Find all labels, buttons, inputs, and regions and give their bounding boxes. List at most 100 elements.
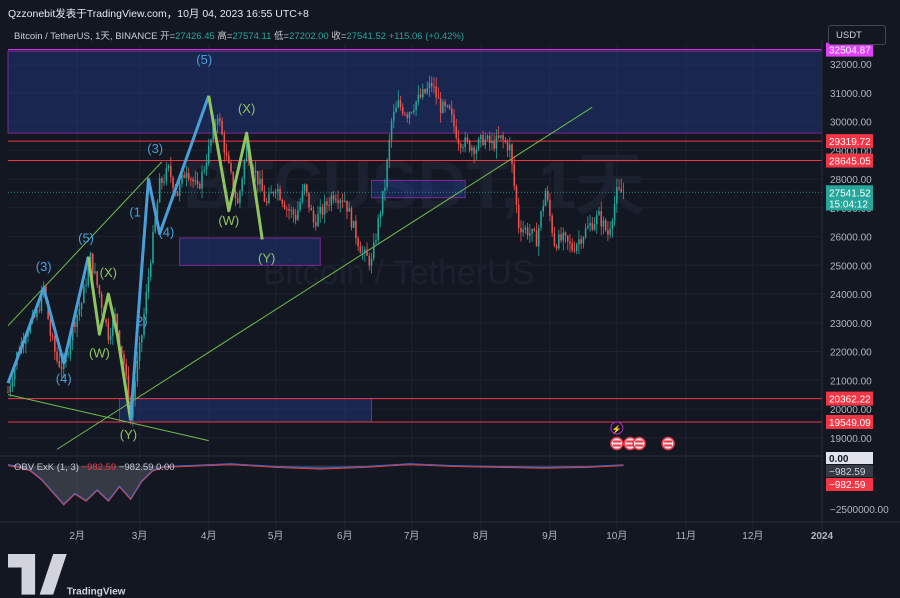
trendline	[7, 161, 163, 327]
candle-body	[40, 290, 43, 312]
candle-body	[602, 220, 605, 227]
candle-body	[384, 187, 386, 191]
candle-body	[457, 138, 460, 145]
candle-body	[241, 178, 243, 192]
price-label-bg	[826, 153, 873, 168]
candle-body	[303, 184, 306, 191]
candle-body	[506, 142, 509, 151]
candle-body	[256, 170, 259, 185]
candle-body	[170, 165, 172, 178]
candle-body	[201, 171, 203, 189]
price-axis-tick: 24000.00	[830, 290, 872, 301]
wave-blue-1	[6, 256, 90, 384]
candle-body	[51, 335, 54, 337]
candle-body	[620, 188, 623, 193]
candle-body	[321, 206, 324, 215]
candle-body	[328, 205, 330, 207]
candle-body	[236, 197, 239, 204]
time-axis-tick: 12月	[742, 530, 763, 542]
candle-body	[455, 126, 458, 139]
candle-body	[292, 209, 295, 215]
candle-body	[375, 240, 377, 243]
candle-body	[580, 239, 582, 244]
candle-body	[357, 238, 359, 247]
time-axis-tick: 11月	[676, 530, 696, 542]
tradingview-logo[interactable]: TradingView	[8, 554, 125, 598]
candle-body	[187, 172, 190, 179]
candle-body	[11, 379, 14, 387]
candle-body	[399, 100, 402, 107]
watermark-sub: Bitcoin / TetherUS	[263, 254, 535, 292]
obv-value-1: −982.59	[81, 462, 117, 473]
candle-body	[350, 208, 353, 228]
candle-body	[566, 235, 569, 242]
candle-body	[185, 172, 188, 179]
candle-body	[546, 190, 549, 200]
symbol-name: Bitcoin / TetherUS, 1天, BINANCE	[14, 31, 158, 42]
wave-green-1	[86, 256, 133, 421]
candle-body	[484, 139, 487, 146]
candle-body	[234, 190, 237, 198]
chart-background	[0, 0, 900, 574]
candle-body	[439, 98, 442, 114]
wave-label: (X)	[100, 265, 117, 280]
candle-body	[221, 120, 223, 135]
candle-body	[263, 191, 266, 202]
candle-body	[459, 144, 462, 148]
candle-body	[529, 233, 531, 236]
candle-body	[332, 195, 335, 200]
candle-body	[272, 192, 275, 194]
candle-body	[120, 346, 123, 355]
candle-body	[573, 250, 576, 252]
price-label: 28645.05	[829, 157, 871, 168]
candle-body	[281, 199, 284, 204]
candle-body	[388, 139, 391, 161]
candle-body	[337, 200, 339, 203]
candle-body	[109, 335, 112, 340]
candle-body	[575, 244, 578, 251]
candle-body	[517, 204, 520, 229]
candle-body	[301, 190, 304, 203]
candle-body	[515, 186, 518, 205]
candle-body	[571, 243, 574, 251]
candle-body	[613, 203, 616, 221]
candle-body	[294, 214, 297, 220]
candle-body	[56, 351, 58, 361]
close-label: 收=	[331, 31, 347, 42]
candle-body	[522, 229, 524, 233]
candle-body	[232, 171, 235, 191]
obv-tick-zero: 0.00	[829, 454, 849, 465]
obv-tick-value: −982.59	[829, 467, 866, 478]
candle-body	[393, 112, 395, 121]
candle-body	[205, 163, 208, 170]
open-value: 27426.45	[175, 31, 215, 42]
candle-body	[259, 178, 261, 185]
candle-body	[335, 199, 337, 201]
candle-body	[228, 155, 230, 163]
wave-label: 2)	[136, 314, 148, 329]
time-axis-tick: 8月	[473, 530, 489, 542]
candle-body	[116, 313, 119, 331]
candle-body	[589, 223, 591, 226]
wave-label: (W)	[89, 345, 110, 360]
candle-body	[433, 86, 435, 88]
price-axis-tick: 30000.00	[830, 118, 872, 129]
obv-name: OBV ExK (1, 3)	[14, 462, 79, 473]
candle-body	[346, 200, 348, 212]
obv-tick-low: −2500000.00	[830, 505, 889, 516]
candle-body	[466, 137, 469, 141]
candle-body	[475, 149, 478, 154]
candle-body	[549, 199, 551, 216]
currency-button[interactable]: USDT	[828, 25, 886, 45]
candle-body	[569, 241, 571, 244]
candle-body	[390, 120, 393, 140]
wave-label: (3)	[36, 259, 52, 274]
price-axis-tick: 26000.00	[830, 233, 872, 244]
candle-body	[509, 144, 511, 151]
obv-value-label-bg	[826, 465, 873, 477]
candle-body	[422, 89, 424, 98]
flag-stripe	[612, 440, 621, 443]
candle-body	[149, 263, 152, 277]
candle-body	[587, 225, 589, 229]
